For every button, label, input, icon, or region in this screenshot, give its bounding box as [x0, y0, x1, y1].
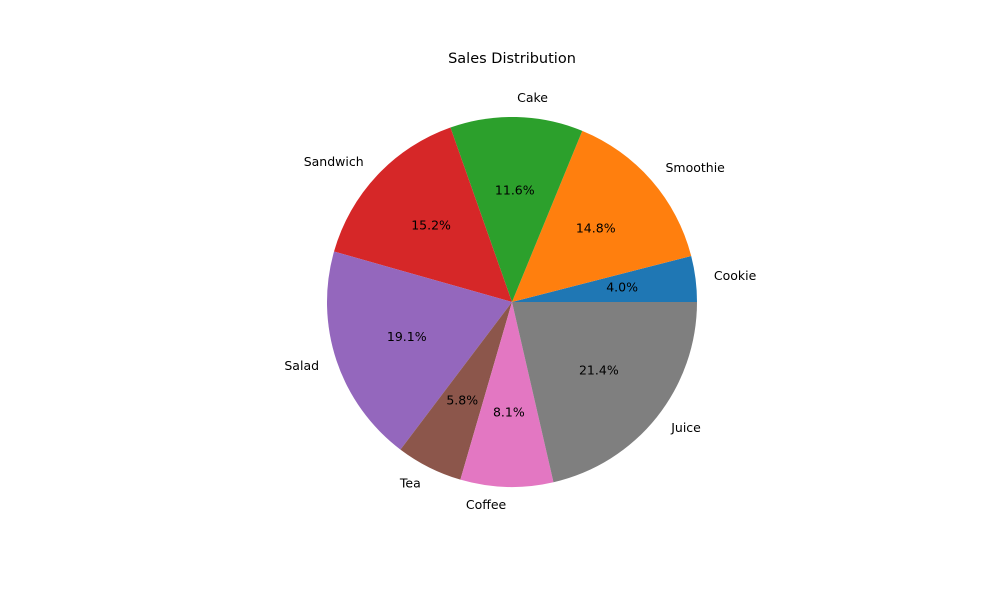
- pct-label-cookie: 4.0%: [606, 280, 638, 295]
- pie-slice-juice: [512, 302, 697, 483]
- pie-slice-tea: [400, 302, 512, 480]
- pct-label-salad: 19.1%: [387, 329, 427, 344]
- pct-label-juice: 21.4%: [579, 363, 619, 378]
- pie-slices: [326, 117, 698, 487]
- slice-label-tea: Tea: [399, 475, 421, 490]
- pct-label-sandwich: 15.2%: [411, 218, 451, 233]
- slice-label-sandwich: Sandwich: [304, 154, 364, 169]
- slice-label-coffee: Coffee: [466, 497, 507, 512]
- pct-label-coffee: 8.1%: [493, 404, 525, 419]
- slice-label-cake: Cake: [517, 90, 548, 105]
- slice-label-cookie: Cookie: [714, 268, 757, 283]
- pct-label-cake: 11.6%: [495, 183, 535, 198]
- pie-slice-salad: [326, 251, 512, 450]
- slice-label-juice: Juice: [670, 420, 701, 435]
- pie-slice-cookie: [512, 255, 698, 302]
- pie-slice-coffee: [460, 302, 554, 487]
- pie-slice-smoothie: [512, 130, 692, 302]
- pie-labels: Cookie 4.0% Smoothie 14.8% Cake 11.6% Sandwich…: [284, 90, 756, 512]
- pie-slice-sandwich: [334, 127, 512, 302]
- pie-slice-cake: [450, 117, 583, 302]
- slice-label-smoothie: Smoothie: [665, 160, 725, 175]
- chart-title: Sales Distribution: [448, 51, 576, 67]
- slice-label-salad: Salad: [284, 358, 319, 373]
- pct-label-smoothie: 14.8%: [576, 221, 616, 236]
- pct-label-tea: 5.8%: [446, 393, 478, 408]
